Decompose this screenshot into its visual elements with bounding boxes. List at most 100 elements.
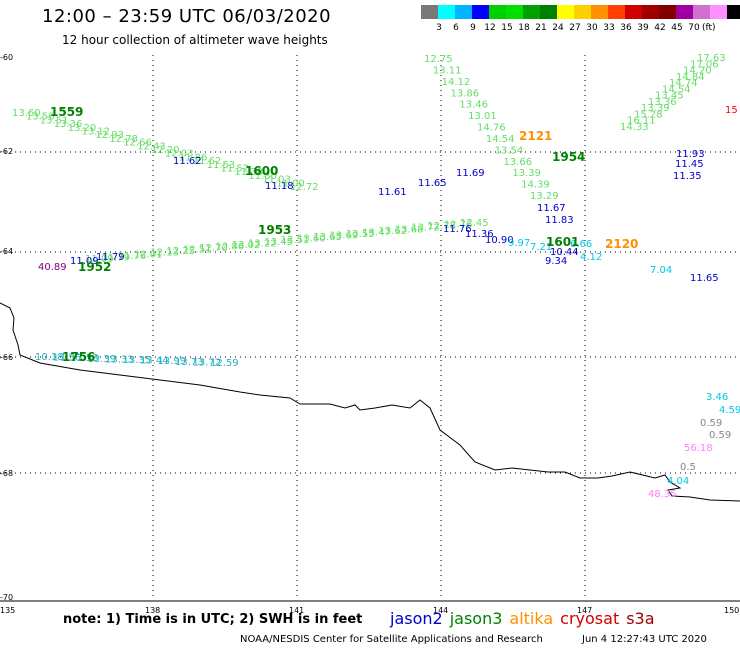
wave-height-label: 13.12 — [82, 127, 111, 138]
time-label: 1756 — [62, 350, 95, 364]
wave-height-label: 11.62 — [193, 156, 222, 167]
legend-label: 36 — [620, 23, 632, 33]
legend-swatch — [506, 5, 524, 19]
wave-height-label: 14.74 — [669, 78, 698, 89]
legend-label: 39 — [637, 23, 649, 33]
legend-swatch — [438, 5, 456, 19]
wave-height-label: 13.45 — [655, 91, 684, 102]
wave-height-label: 12.78 — [109, 134, 138, 145]
satellite-s3a: s3a — [626, 609, 655, 628]
time-label: 1600 — [245, 164, 278, 178]
wave-height-label: 14.84 — [676, 72, 705, 83]
time-label: 1953 — [258, 223, 291, 237]
antarctic-coastline — [0, 302, 740, 502]
wave-height-label: 13.45 — [264, 237, 293, 248]
wave-height-label: 13.56 — [53, 353, 82, 364]
wave-height-label: 6.66 — [570, 239, 592, 250]
wave-height-label: 4.04 — [667, 476, 689, 487]
satellite-altika: altika — [509, 609, 554, 628]
legend-label: 12 — [484, 23, 496, 33]
longitude-label: 138 — [145, 606, 160, 615]
wave-height-label: 13.54 — [495, 145, 524, 156]
legend-swatch — [676, 5, 694, 19]
wave-height-label: 11.65 — [690, 273, 719, 284]
wave-height-label: 12.20 — [151, 145, 180, 156]
wave-height-label: 12.78 — [427, 221, 456, 232]
wave-height-label: 13.53 — [70, 353, 99, 364]
wave-height-label: 12.70 — [199, 243, 228, 254]
wave-height-label: 11.62 — [173, 156, 202, 167]
legend-swatch — [693, 5, 711, 19]
legend-label: 18 — [518, 23, 530, 33]
time-label: 1559 — [50, 105, 83, 119]
wave-height-label: 12.45 — [460, 218, 489, 229]
wave-height-label: 16.11 — [627, 116, 656, 127]
longitude-label: 150 — [724, 606, 739, 615]
satellite-jason2: jason2 — [390, 609, 443, 628]
legend-swatch — [523, 5, 541, 19]
wave-height-label: 40.89 — [38, 262, 67, 273]
legend-label: 24 — [552, 23, 564, 33]
wave-height-label: 11.03 — [262, 175, 291, 186]
map-title: 12:00 – 23:59 UTC 06/03/2020 — [42, 6, 332, 27]
legend-label: 42 — [654, 23, 666, 33]
wave-height-label: 12.86 — [215, 241, 244, 252]
wave-height-label: 14.76 — [477, 123, 506, 134]
latitude-label: -62 — [0, 147, 13, 156]
legend-swatch — [710, 5, 728, 19]
legend-swatch — [557, 5, 575, 19]
wave-height-label: 13.69 — [330, 231, 359, 242]
wave-height-label: 14.20 — [683, 66, 712, 77]
legend-label: 45 — [671, 23, 683, 33]
wave-height-label: 12.75 — [424, 54, 453, 65]
latitude-label: -64 — [0, 247, 13, 256]
time-label: 1952 — [78, 260, 111, 274]
axis-labels: 135 138 141 144 147 150 -60 -62 -64 -66 -68 -70 — [0, 53, 739, 615]
wave-height-label: 13.11 — [433, 65, 462, 76]
wave-height-label: 13.62 — [378, 226, 407, 237]
longitude-label: 147 — [577, 606, 592, 615]
satellite-key: jason2 jason3 altika cryosat s3a — [390, 609, 662, 628]
wave-height-label: 7.21 — [530, 242, 552, 253]
wave-height-label: 0.5 — [680, 462, 696, 473]
latitude-label: -60 — [0, 53, 13, 62]
legend-label: 9 — [470, 23, 476, 33]
wave-height-label: 13.72 — [193, 357, 222, 368]
wave-height-label: 12.93 — [95, 130, 124, 141]
time-label: 1954 — [552, 150, 585, 164]
wave-height-label: 11.76 — [118, 251, 147, 262]
wave-height-label: 12.25 — [167, 246, 196, 257]
wave-height-label: 4.12 — [580, 252, 602, 263]
wave-height-label: 11.52 — [221, 164, 250, 175]
wave-height-label: 11.93 — [676, 149, 705, 160]
wave-height-label: 17.63 — [697, 53, 726, 64]
legend-swatch — [642, 5, 660, 19]
wave-height-label: 4.59 — [719, 405, 740, 416]
wave-height-label: 10.18 — [35, 352, 64, 363]
wave-height-label: 11.30 — [248, 171, 277, 182]
wave-height-label: 11.53 — [207, 160, 236, 171]
wave-height-label: 9.97 — [508, 238, 530, 249]
legend-label: 21 — [535, 23, 547, 33]
wave-height-label: 13.01 — [468, 111, 497, 122]
legend-swatch — [574, 5, 592, 19]
wave-height-label: 3.46 — [706, 392, 728, 403]
legend-swatch — [421, 5, 439, 19]
wave-height-label: 13.46 — [459, 100, 488, 111]
legend-swatch — [659, 5, 677, 19]
wave-height-label: 13.55 — [346, 229, 375, 240]
time-label: 2121 — [519, 129, 552, 143]
wave-height-label: 11.00 — [276, 178, 305, 189]
altimeter-tracks: 13.6013.5613.5113.3613.2013.1212.9312.78… — [12, 53, 740, 500]
wave-height-label: 14.54 — [486, 134, 515, 145]
wave-height-label: 13.29 — [530, 191, 559, 202]
satellite-jason3: jason3 — [449, 609, 503, 628]
wave-height-label: 13.60 — [12, 108, 41, 119]
wave-height-label: 13.36 — [648, 97, 677, 108]
wave-height-label: 13.51 — [40, 115, 69, 126]
legend-swatch — [455, 5, 473, 19]
wave-height-label: 9.34 — [545, 256, 567, 267]
wave-height-label: 12.43 — [137, 141, 166, 152]
legend-label: 27 — [569, 23, 581, 33]
